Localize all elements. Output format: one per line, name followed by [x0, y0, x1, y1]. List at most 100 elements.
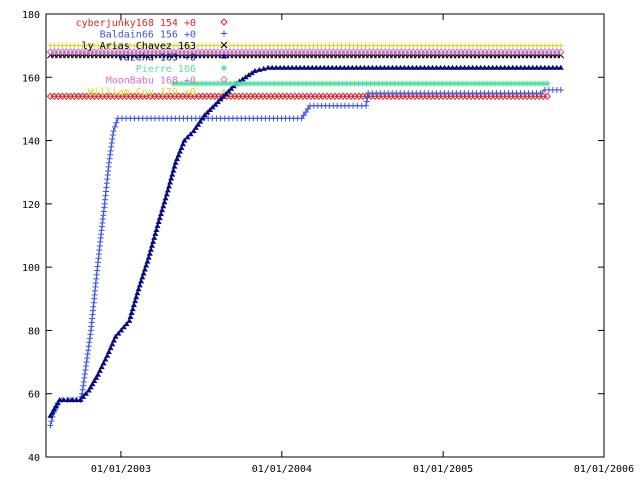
- legend-label: cyberjunky168 154 +0: [76, 18, 196, 29]
- data-point: [525, 64, 532, 70]
- data-point: [86, 335, 93, 342]
- data-point: [111, 123, 118, 130]
- data-point: [47, 412, 54, 418]
- data-point: [285, 64, 292, 70]
- data-point: [91, 378, 98, 384]
- data-point: [190, 128, 197, 134]
- data-point: [64, 397, 71, 403]
- data-point: [87, 384, 94, 390]
- data-point: [491, 80, 498, 87]
- legend-marker: [221, 30, 227, 37]
- data-point: [178, 80, 185, 87]
- data-point: [231, 80, 238, 87]
- data-point: [459, 80, 466, 87]
- data-point: [557, 48, 565, 56]
- data-point: [146, 250, 153, 256]
- data-point: [179, 141, 186, 147]
- data-point: [130, 302, 137, 308]
- data-point: [155, 219, 162, 225]
- series-0: [46, 92, 551, 100]
- data-point: [489, 64, 496, 70]
- data-point: [162, 195, 169, 201]
- data-point: [379, 80, 386, 87]
- data-point: [56, 397, 63, 403]
- data-point: [383, 80, 390, 87]
- data-point: [389, 64, 396, 70]
- data-point: [303, 80, 310, 87]
- data-point: [365, 64, 372, 70]
- data-point: [495, 80, 502, 87]
- data-point: [182, 80, 189, 87]
- data-point: [247, 80, 254, 87]
- data-point: [86, 339, 93, 346]
- data-point: [104, 352, 111, 358]
- data-point: [167, 179, 174, 185]
- data-point: [251, 67, 258, 73]
- data-point: [256, 66, 263, 72]
- data-point: [194, 80, 201, 87]
- data-point: [187, 131, 194, 137]
- data-point: [197, 118, 204, 124]
- data-point: [295, 80, 302, 87]
- data-point: [321, 64, 328, 70]
- x-tick-label: 01/01/2006: [574, 464, 634, 475]
- data-point: [339, 80, 346, 87]
- data-point: [403, 80, 410, 87]
- data-point: [157, 211, 164, 217]
- data-point: [449, 64, 456, 70]
- legend-marker: [221, 65, 227, 71]
- data-point: [82, 390, 89, 396]
- data-point: [305, 64, 312, 70]
- data-point: [79, 386, 86, 393]
- data-point: [106, 155, 113, 162]
- data-point: [487, 80, 494, 87]
- data-point: [327, 80, 334, 87]
- data-point: [508, 80, 515, 87]
- data-point: [277, 64, 284, 70]
- data-point: [171, 163, 178, 169]
- data-point: [243, 80, 250, 87]
- data-point: [427, 80, 434, 87]
- data-point: [108, 143, 115, 150]
- data-point: [528, 80, 535, 87]
- data-point: [145, 254, 152, 260]
- data-point: [537, 64, 544, 70]
- data-point: [169, 171, 176, 177]
- data-point: [102, 356, 109, 362]
- data-point: [505, 64, 512, 70]
- data-point: [138, 278, 145, 284]
- data-point: [477, 64, 484, 70]
- data-point: [214, 99, 221, 105]
- data-point: [520, 80, 527, 87]
- data-point: [271, 80, 278, 87]
- data-point: [553, 64, 560, 70]
- data-point: [516, 80, 523, 87]
- data-point: [133, 294, 140, 300]
- data-point: [51, 406, 58, 412]
- data-point: [163, 191, 170, 197]
- data-point: [281, 64, 288, 70]
- data-point: [549, 64, 556, 70]
- data-point: [345, 64, 352, 70]
- data-point: [293, 64, 300, 70]
- data-point: [439, 80, 446, 87]
- data-point: [139, 274, 146, 280]
- data-point: [455, 80, 462, 87]
- data-point: [435, 80, 442, 87]
- data-point: [369, 64, 376, 70]
- data-point: [299, 80, 306, 87]
- data-point: [159, 207, 166, 213]
- data-point: [349, 64, 356, 70]
- data-point: [483, 80, 490, 87]
- data-point: [269, 64, 276, 70]
- data-point: [363, 80, 370, 87]
- y-tick-label: 60: [28, 390, 40, 401]
- data-point: [331, 80, 338, 87]
- data-point: [83, 359, 90, 366]
- data-point: [192, 124, 199, 130]
- data-point: [302, 109, 309, 116]
- legend-label: William Coy 170 +0: [88, 87, 196, 98]
- data-point: [85, 387, 92, 393]
- data-point: [80, 378, 87, 385]
